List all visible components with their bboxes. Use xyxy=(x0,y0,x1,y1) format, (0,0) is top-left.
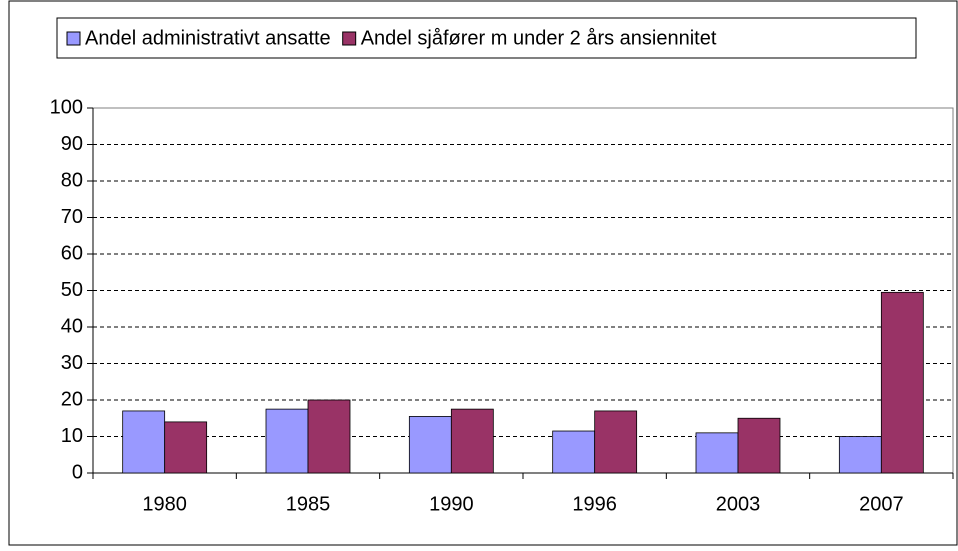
legend-label: Andel administrativt ansatte xyxy=(85,27,331,49)
x-tick-label: 2007 xyxy=(859,493,904,515)
legend-box xyxy=(56,17,917,59)
y-tick-label: 10 xyxy=(61,425,83,447)
y-tick-label: 100 xyxy=(50,96,83,118)
bar xyxy=(307,399,351,474)
bar xyxy=(265,408,309,474)
x-tick-label: 2003 xyxy=(716,493,761,515)
legend-swatch xyxy=(66,31,81,46)
bar xyxy=(838,436,882,474)
y-tick-label: 90 xyxy=(61,133,83,155)
y-tick-label: 70 xyxy=(61,206,83,228)
legend-label: Andel sjåfører m under 2 års ansiennitet xyxy=(361,27,717,49)
bar xyxy=(737,417,781,474)
bar xyxy=(450,408,494,474)
y-tick-label: 20 xyxy=(61,388,83,410)
legend-swatch xyxy=(342,31,357,46)
x-tick-label: 1980 xyxy=(142,493,187,515)
bar xyxy=(164,421,208,474)
y-tick-label: 50 xyxy=(61,279,83,301)
x-tick-label: 1990 xyxy=(429,493,474,515)
bar xyxy=(594,410,638,474)
y-tick-label: 0 xyxy=(72,461,83,483)
y-tick-label: 30 xyxy=(61,352,83,374)
x-tick-label: 1996 xyxy=(572,493,617,515)
bar xyxy=(122,410,166,474)
y-tick-label: 40 xyxy=(61,315,83,337)
bar xyxy=(695,432,739,474)
y-tick-label: 80 xyxy=(61,169,83,191)
x-tick-label: 1985 xyxy=(286,493,331,515)
bar xyxy=(408,416,452,474)
bar xyxy=(552,430,596,474)
y-tick-label: 60 xyxy=(61,242,83,264)
bar xyxy=(880,291,924,474)
